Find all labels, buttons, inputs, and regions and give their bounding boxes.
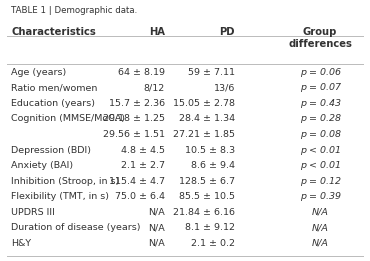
Text: 85.5 ± 10.5: 85.5 ± 10.5 bbox=[179, 192, 235, 201]
Text: 128.5 ± 6.7: 128.5 ± 6.7 bbox=[179, 176, 235, 186]
Text: H&Y: H&Y bbox=[11, 239, 31, 248]
Text: Inhibition (Stroop, in s): Inhibition (Stroop, in s) bbox=[11, 176, 120, 186]
Text: Anxiety (BAI): Anxiety (BAI) bbox=[11, 161, 73, 170]
Text: 10.5 ± 8.3: 10.5 ± 8.3 bbox=[185, 146, 235, 155]
Text: 28.4 ± 1.34: 28.4 ± 1.34 bbox=[179, 114, 235, 123]
Text: N/A: N/A bbox=[312, 239, 329, 248]
Text: N/A: N/A bbox=[148, 208, 165, 217]
Text: 2.1 ± 0.2: 2.1 ± 0.2 bbox=[191, 239, 235, 248]
Text: HA: HA bbox=[149, 27, 165, 37]
Text: p = 0.07: p = 0.07 bbox=[300, 84, 340, 92]
Text: N/A: N/A bbox=[148, 239, 165, 248]
Text: PD: PD bbox=[219, 27, 235, 37]
Text: 8.6 ± 9.4: 8.6 ± 9.4 bbox=[191, 161, 235, 170]
Text: UPDRS III: UPDRS III bbox=[11, 208, 55, 217]
Text: 8/12: 8/12 bbox=[144, 84, 165, 92]
Text: N/A: N/A bbox=[312, 223, 329, 232]
Text: 13/6: 13/6 bbox=[213, 84, 235, 92]
Text: 75.0 ± 6.4: 75.0 ± 6.4 bbox=[115, 192, 165, 201]
Text: 115.4 ± 4.7: 115.4 ± 4.7 bbox=[109, 176, 165, 186]
Text: TABLE 1 | Demographic data.: TABLE 1 | Demographic data. bbox=[11, 6, 137, 15]
Text: p < 0.01: p < 0.01 bbox=[300, 146, 340, 155]
Text: Characteristics: Characteristics bbox=[11, 27, 96, 37]
Text: Duration of disease (years): Duration of disease (years) bbox=[11, 223, 141, 232]
Text: Flexibility (TMT, in s): Flexibility (TMT, in s) bbox=[11, 192, 109, 201]
Text: 8.1 ± 9.12: 8.1 ± 9.12 bbox=[185, 223, 235, 232]
Text: 15.7 ± 2.36: 15.7 ± 2.36 bbox=[108, 99, 165, 108]
Text: Education (years): Education (years) bbox=[11, 99, 95, 108]
Text: p < 0.01: p < 0.01 bbox=[300, 161, 340, 170]
Text: p = 0.28: p = 0.28 bbox=[300, 114, 340, 123]
Text: p = 0.39: p = 0.39 bbox=[300, 192, 340, 201]
Text: 15.05 ± 2.78: 15.05 ± 2.78 bbox=[173, 99, 235, 108]
Text: p = 0.08: p = 0.08 bbox=[300, 130, 340, 139]
Text: 64 ± 8.19: 64 ± 8.19 bbox=[118, 68, 165, 77]
Text: 27.21 ± 1.85: 27.21 ± 1.85 bbox=[173, 130, 235, 139]
Text: p = 0.12: p = 0.12 bbox=[300, 176, 340, 186]
Text: Ratio men/women: Ratio men/women bbox=[11, 84, 97, 92]
Text: p = 0.43: p = 0.43 bbox=[300, 99, 340, 108]
Text: N/A: N/A bbox=[312, 208, 329, 217]
Text: 2.1 ± 2.7: 2.1 ± 2.7 bbox=[121, 161, 165, 170]
Text: Age (years): Age (years) bbox=[11, 68, 66, 77]
Text: Cognition (MMSE/MoCA): Cognition (MMSE/MoCA) bbox=[11, 114, 125, 123]
Text: 29.56 ± 1.51: 29.56 ± 1.51 bbox=[102, 130, 165, 139]
Text: p = 0.06: p = 0.06 bbox=[300, 68, 340, 77]
Text: Depression (BDI): Depression (BDI) bbox=[11, 146, 91, 155]
Text: 4.8 ± 4.5: 4.8 ± 4.5 bbox=[121, 146, 165, 155]
Text: N/A: N/A bbox=[148, 223, 165, 232]
Text: 29.18 ± 1.25: 29.18 ± 1.25 bbox=[102, 114, 165, 123]
Text: Group
differences: Group differences bbox=[288, 27, 352, 49]
Text: 21.84 ± 6.16: 21.84 ± 6.16 bbox=[173, 208, 235, 217]
Text: 59 ± 7.11: 59 ± 7.11 bbox=[188, 68, 235, 77]
